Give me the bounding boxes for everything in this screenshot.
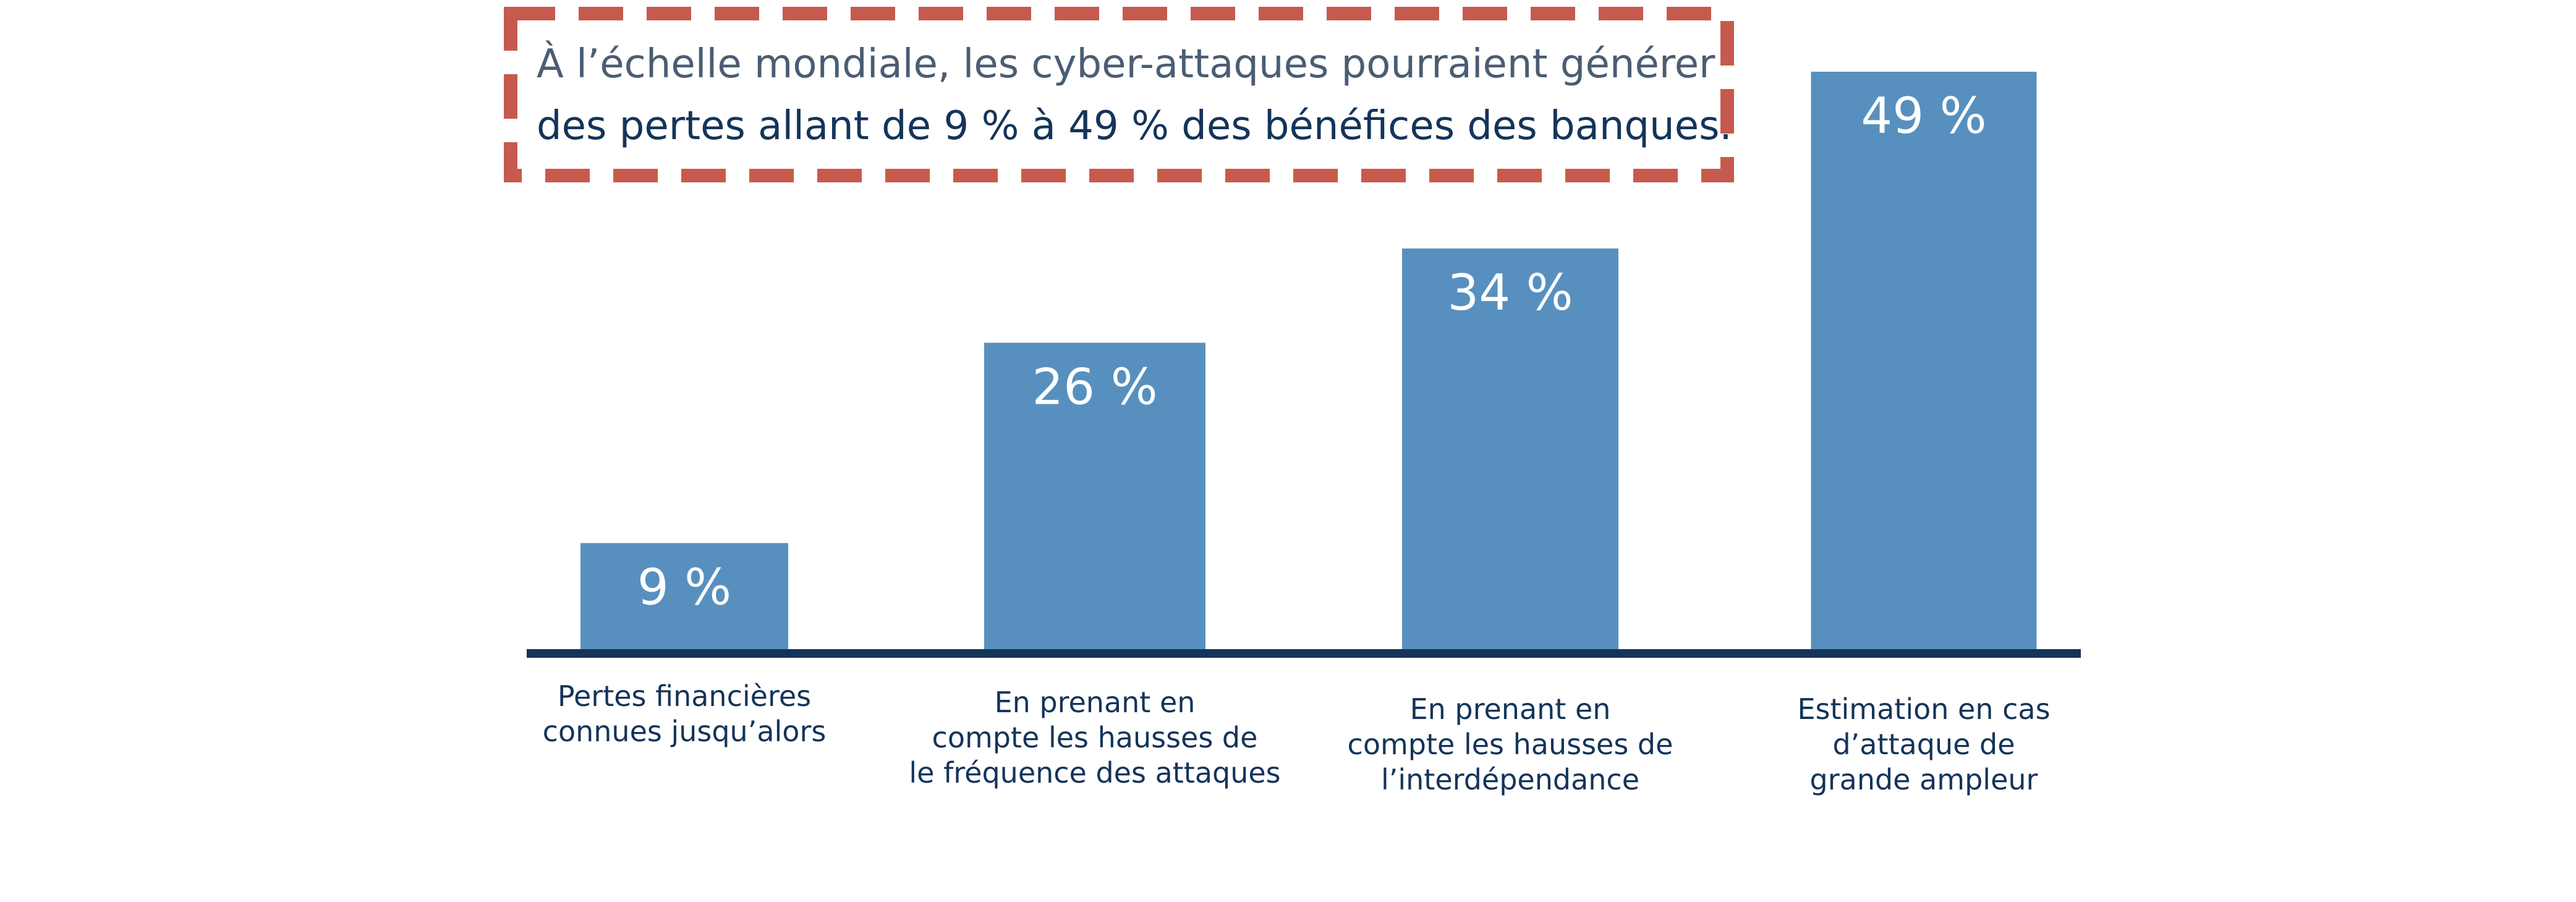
bar-value-label-2: 26 % xyxy=(1032,358,1157,415)
callout-line-1: À l’échelle mondiale, les cyber-attaques… xyxy=(537,40,1715,87)
category-label-4: Estimation en cas d’attaque de grande ampl… xyxy=(1797,692,2050,796)
callout-line-2: des pertes allant de 9 % à 49 % des béné… xyxy=(537,103,1732,149)
bar-value-label-4: 49 % xyxy=(1861,87,1986,145)
bars-group: 9 % 26 % 34 % 49 % xyxy=(580,72,2037,650)
bar-1 xyxy=(580,543,788,649)
category-label-3: En prenant en compte les hausses de l’inte… xyxy=(1348,692,1673,796)
bar-value-label-3: 34 % xyxy=(1447,264,1573,321)
category-labels-group: Pertes financières connues jusqu’alors En … xyxy=(543,679,2051,796)
category-label-1: Pertes financières connues jusqu’alors xyxy=(543,679,827,748)
bar-value-label-1: 9 % xyxy=(637,558,731,616)
category-label-2: En prenant en compte les hausses de le fré… xyxy=(909,686,1280,789)
callout-border xyxy=(504,7,1734,182)
bar-4 xyxy=(1811,72,2037,649)
bar-3 xyxy=(1402,248,1618,650)
callout-box: À l’échelle mondiale, les cyber-attaques… xyxy=(504,7,1734,182)
bar-2 xyxy=(984,343,1205,649)
